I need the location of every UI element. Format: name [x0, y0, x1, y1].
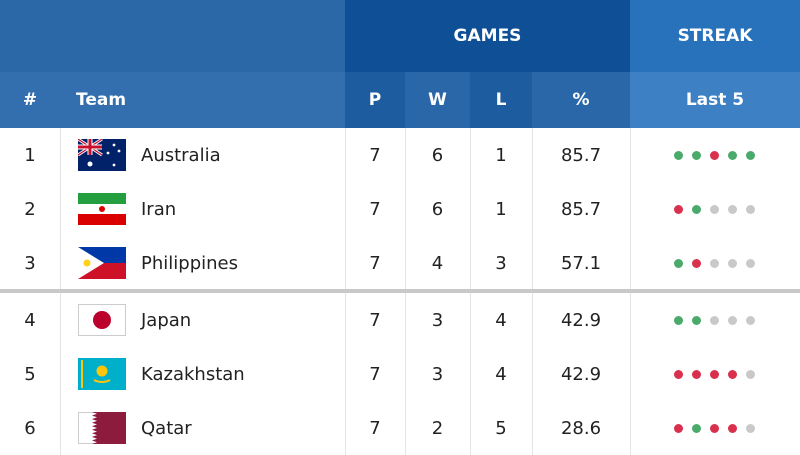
played: 7 [369, 252, 381, 274]
cutoff-separator [0, 289, 800, 293]
group-header: STREAK [630, 0, 800, 72]
wins: 2 [431, 417, 444, 439]
played: 7 [369, 309, 381, 331]
streak-dot [728, 369, 737, 379]
streak-dot [728, 258, 737, 268]
losses: 4 [495, 363, 507, 385]
column-header: % [532, 72, 630, 128]
wins: 3 [431, 309, 444, 331]
flag-icon [78, 412, 126, 448]
flag-icon [78, 193, 126, 229]
streak-dot [692, 258, 701, 268]
played: 7 [369, 363, 381, 385]
streak-dot [674, 423, 683, 433]
win-percentage: 28.6 [560, 417, 602, 439]
rank: 6 [24, 417, 36, 439]
streak-dot [710, 315, 719, 325]
played: 7 [369, 198, 381, 220]
team-name: Kazakhstan [141, 363, 245, 385]
win-percentage: 57.1 [560, 252, 602, 274]
rank: 4 [24, 309, 36, 331]
flag-icon [78, 304, 126, 340]
flag-icon [77, 137, 126, 175]
rank: 1 [24, 144, 36, 166]
column-header: L [470, 72, 532, 128]
column-header: P [345, 72, 405, 128]
streak-dot [692, 423, 701, 433]
column-header: Last 5 [630, 72, 800, 128]
wins: 6 [431, 198, 444, 220]
flag-icon [78, 358, 126, 394]
streak-dot [710, 150, 719, 160]
wins: 6 [431, 144, 444, 166]
flag-icon [78, 247, 126, 283]
streak-dot [710, 204, 719, 214]
wins: 3 [431, 363, 444, 385]
header-band [0, 0, 345, 72]
streak-dot [710, 258, 719, 268]
rank: 2 [24, 198, 36, 220]
win-percentage: 85.7 [560, 144, 602, 166]
rank: 3 [24, 252, 36, 274]
team-name: Australia [141, 144, 221, 166]
losses: 3 [495, 252, 507, 274]
losses: 5 [495, 417, 507, 439]
streak-dot [692, 369, 701, 379]
streak-dot [746, 315, 755, 325]
losses: 1 [495, 144, 507, 166]
streak-dot [674, 315, 683, 325]
streak-dot [746, 423, 755, 433]
wins: 4 [431, 252, 444, 274]
streak-dot [710, 423, 719, 433]
streak-dot [674, 150, 683, 160]
played: 7 [369, 417, 381, 439]
column-header: Team [60, 72, 345, 128]
streak-dot [728, 204, 737, 214]
streak-dot [746, 369, 755, 379]
win-percentage: 42.9 [560, 363, 602, 385]
column-header: W [405, 72, 470, 128]
streak-dot [692, 150, 701, 160]
streak-dot [746, 150, 755, 160]
streak-dot [728, 150, 737, 160]
win-percentage: 42.9 [560, 309, 602, 331]
streak-dot [692, 315, 701, 325]
streak-dot [746, 258, 755, 268]
streak-dot [674, 369, 683, 379]
losses: 1 [495, 198, 507, 220]
streak-dot [728, 423, 737, 433]
group-header: GAMES [345, 0, 630, 72]
streak-dot [728, 315, 737, 325]
team-name: Japan [141, 309, 192, 331]
streak-dot [710, 369, 719, 379]
team-name: Philippines [141, 252, 238, 274]
played: 7 [369, 144, 381, 166]
team-name: Qatar [141, 417, 192, 439]
column-header: # [0, 72, 60, 128]
streak-dot [692, 204, 701, 214]
team-name: Iran [141, 198, 177, 220]
losses: 4 [495, 309, 507, 331]
win-percentage: 85.7 [560, 198, 602, 220]
streak-dot [746, 204, 755, 214]
streak-dot [674, 204, 683, 214]
streak-dot [674, 258, 683, 268]
rank: 5 [24, 363, 36, 385]
